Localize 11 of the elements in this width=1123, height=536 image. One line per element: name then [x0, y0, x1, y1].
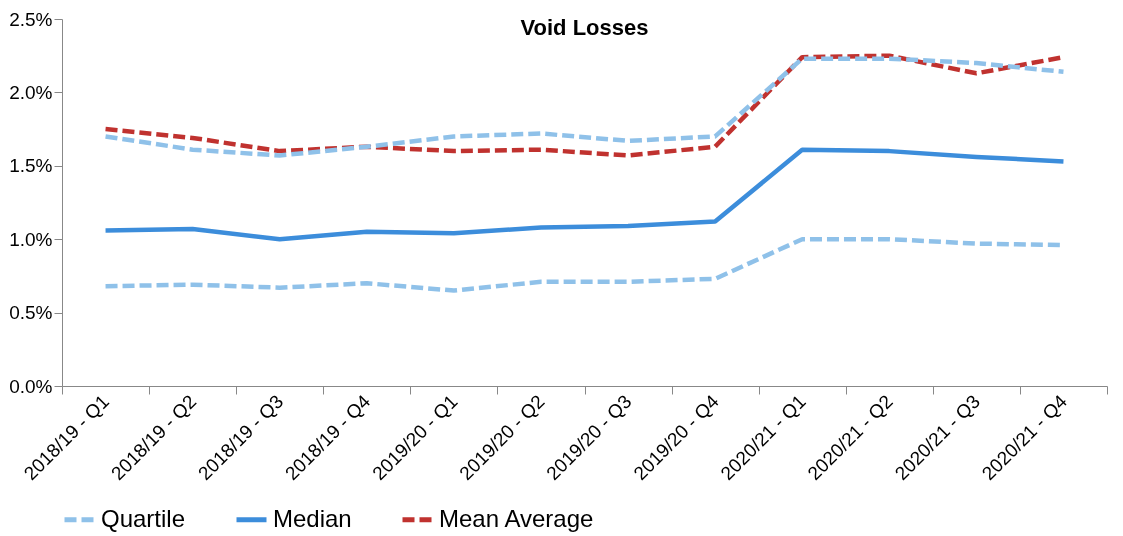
legend-label: Mean Average [439, 504, 594, 532]
y-tick-label: 1.0% [9, 228, 53, 250]
y-tick-label: 2.0% [9, 81, 53, 103]
y-tick-label: 0.5% [9, 302, 53, 324]
legend-label: Median [273, 504, 352, 532]
legend-label: Quartile [101, 504, 186, 532]
line-series [103, 147, 1066, 242]
chart-title: Void Losses [520, 15, 649, 40]
y-tick-label: 2.5% [9, 8, 53, 30]
y-tick-label: 0.0% [9, 375, 53, 397]
y-tick-label: 1.5% [9, 155, 53, 177]
